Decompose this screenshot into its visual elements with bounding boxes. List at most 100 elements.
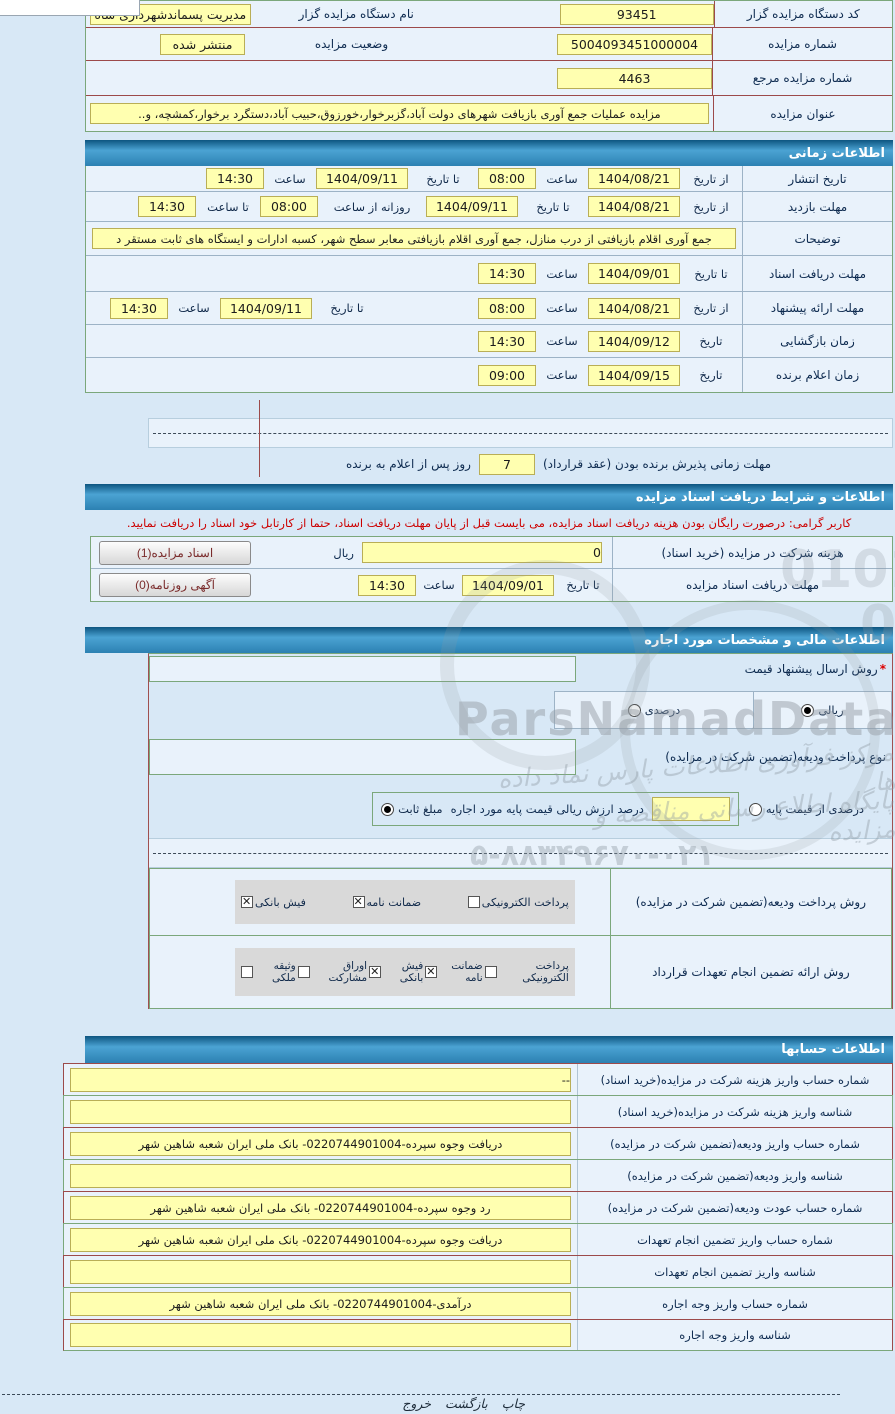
- guarantee-letter-option[interactable]: ضمانت نامه: [425, 960, 483, 984]
- participation-fee-field[interactable]: 0: [362, 542, 602, 563]
- auction-number-field[interactable]: 5004093451000004: [557, 33, 712, 55]
- doc-receive-date-field[interactable]: 1404/09/01: [588, 263, 680, 284]
- account-row-field[interactable]: [70, 1163, 571, 1188]
- publish-from-time-field[interactable]: 08:00: [478, 168, 536, 189]
- property-collateral-checkbox[interactable]: [241, 966, 253, 978]
- agency-code-field[interactable]: 93451: [559, 3, 714, 25]
- back-link[interactable]: بازگشت: [444, 1396, 488, 1411]
- doc-deadline-time-field[interactable]: 14:30: [358, 574, 416, 596]
- fixed-amount-box: درصد ارزش ریالی قیمت پایه مورد اجاره مبل…: [372, 792, 739, 826]
- electronic-payment-checkbox[interactable]: [467, 896, 480, 908]
- fixed-amount-option[interactable]: مبلغ ثابت: [381, 802, 443, 816]
- bank-receipt-option[interactable]: فیش بانکی: [241, 895, 306, 909]
- accounts-table: شماره حساب واریز هزینه شرکت در مزایده(خر…: [63, 1063, 893, 1351]
- proposal-to-date-field[interactable]: 1404/09/11: [220, 297, 312, 319]
- price-method-options-row: ریالی درصدی: [149, 684, 892, 734]
- reference-number-field[interactable]: 4463: [557, 67, 712, 89]
- proposal-from-date-field[interactable]: 1404/08/21: [588, 297, 680, 319]
- base-percent-input[interactable]: [651, 797, 730, 821]
- agency-name-label: نام دستگاه مزایده گزار: [298, 7, 414, 21]
- spacer: [0, 1009, 895, 1036]
- account-row-field[interactable]: دریافت وجوه سپرده-0220744901004- بانک مل…: [70, 1227, 571, 1252]
- to-date-label: تا تاریخ: [694, 266, 728, 281]
- electronic-payment-checkbox[interactable]: [484, 966, 497, 978]
- truncated-popup-fragment: [0, 0, 140, 16]
- account-row-field[interactable]: [70, 1323, 571, 1347]
- fixed-amount-radio[interactable]: [381, 802, 395, 816]
- account-row: شماره حساب واریز هزینه شرکت در مزایده(خر…: [63, 1063, 893, 1095]
- financial-table: *روش ارسال پیشنهاد قیمت ریالی درصدی: [148, 653, 893, 1009]
- bank-receipt-checkbox[interactable]: [369, 965, 382, 978]
- property-collateral-option[interactable]: وثیقه ملکی: [241, 960, 296, 984]
- participation-bonds-option[interactable]: اوراق مشارکت: [297, 960, 367, 984]
- publish-date-label: تاریخ انتشار: [742, 166, 892, 191]
- to-date-label: تا تاریخ: [536, 199, 570, 214]
- percent-radio[interactable]: [627, 703, 641, 717]
- exit-link[interactable]: خروج: [402, 1396, 431, 1411]
- docs-section-header: اطلاعات و شرایط دریافت اسناد مزایده: [85, 484, 893, 510]
- guarantee-method-label: روش ارائه تضمین انجام تعهدات قرارداد: [609, 936, 891, 1008]
- publish-from-date-field[interactable]: 1404/08/21: [588, 168, 680, 189]
- publish-to-date-field[interactable]: 1404/09/11: [316, 168, 408, 189]
- account-row-field[interactable]: درآمدی-0220744901004- بانک ملی ایران شعب…: [70, 1291, 571, 1316]
- docs-warning-text: کاربر گرامی: درصورت رایگان بودن هزینه در…: [126, 516, 852, 530]
- time-table: تاریخ انتشار از تاریخ 1404/08/21 ساعت 08…: [85, 166, 893, 393]
- rial-option[interactable]: ریالی: [801, 703, 844, 717]
- percent-of-base-radio[interactable]: [748, 802, 762, 816]
- description-field[interactable]: جمع آوری اقلام بازیافتی از درب منازل، جم…: [92, 228, 736, 249]
- account-row: شناسه واریز هزینه شرکت در مزایده(خرید اس…: [63, 1095, 893, 1127]
- guarantee-method-row: روش ارائه تضمین انجام تعهدات قرارداد پرد…: [149, 936, 892, 1009]
- electronic-payment-option[interactable]: پرداخت الکترونیکی: [484, 960, 569, 984]
- opening-date-field[interactable]: 1404/09/12: [588, 330, 680, 352]
- winner-date-field[interactable]: 1404/09/15: [588, 364, 680, 386]
- auction-identity-table: کد دستگاه مزایده گزار 93451 نام دستگاه م…: [85, 0, 893, 132]
- participation-bonds-checkbox[interactable]: [297, 966, 310, 978]
- visit-to-date-field[interactable]: 1404/09/11: [426, 196, 518, 217]
- winner-time-field[interactable]: 09:00: [478, 364, 536, 386]
- newspaper-ad-button[interactable]: آگهی روزنامه(0): [99, 573, 251, 597]
- print-link[interactable]: چاپ: [501, 1396, 525, 1411]
- auction-documents-button[interactable]: اسناد مزایده(1): [99, 540, 251, 565]
- doc-deadline-label: مهلت دریافت اسناد مزایده: [612, 569, 892, 601]
- doc-receive-deadline-row: مهلت دریافت اسناد تا تاریخ 1404/09/01 سا…: [86, 256, 892, 292]
- percent-suffix-label: درصد ارزش ریالی قیمت پایه مورد اجاره: [450, 802, 644, 816]
- proposal-deadline-label: مهلت ارائه پیشنهاد: [742, 292, 892, 324]
- publish-to-time-field[interactable]: 14:30: [206, 168, 264, 189]
- time-label: ساعت: [178, 301, 210, 315]
- doc-deadline-row: مهلت دریافت اسناد مزایده تا تاریخ 1404/0…: [91, 569, 892, 601]
- account-row-field[interactable]: رد وجوه سپرده-0220744901004- بانک ملی ای…: [70, 1195, 571, 1220]
- table-row: شماره مزایده 5004093451000004 وضعیت مزای…: [86, 28, 892, 61]
- percent-option[interactable]: درصدی: [627, 703, 680, 717]
- percent-of-base-label: درصدی از قیمت پایه: [765, 802, 864, 816]
- guarantee-letter-option[interactable]: ضمانت نامه: [352, 895, 421, 909]
- proposal-to-time-field[interactable]: 14:30: [110, 297, 168, 319]
- winner-acceptance-row: مهلت زمانی پذیرش برنده بودن (عقد قرارداد…: [258, 448, 893, 480]
- account-row-label: شناسه واریز وجه اجاره: [577, 1320, 892, 1350]
- auction-title-field[interactable]: مزایده عملیات جمع آوری بازیافت شهرهای دو…: [90, 103, 709, 124]
- electronic-payment-option[interactable]: پرداخت الکترونیکی: [467, 896, 569, 909]
- visit-from-date-field[interactable]: 1404/08/21: [588, 196, 680, 217]
- doc-deadline-date-field[interactable]: 1404/09/01: [462, 574, 554, 596]
- to-time-label: تا ساعت: [207, 199, 249, 214]
- account-row-field[interactable]: [70, 1259, 571, 1284]
- price-method-label: *روش ارسال پیشنهاد قیمت: [744, 662, 886, 676]
- opening-time-field[interactable]: 14:30: [478, 330, 536, 352]
- bank-receipt-option[interactable]: فیش بانکی: [369, 960, 423, 984]
- visit-to-time-field[interactable]: 14:30: [138, 196, 196, 217]
- visit-daily-time-field[interactable]: 08:00: [260, 196, 318, 217]
- percent-of-base-option[interactable]: درصدی از قیمت پایه: [748, 802, 864, 816]
- participation-fee-label: هزینه شرکت در مزایده (خرید اسناد): [612, 537, 892, 568]
- acceptance-days-field[interactable]: 7: [478, 453, 535, 475]
- account-row-field[interactable]: --: [70, 1067, 571, 1092]
- rial-radio[interactable]: [801, 703, 815, 717]
- account-row-field[interactable]: دریافت وجوه سپرده-0220744901004- بانک مل…: [70, 1131, 571, 1156]
- account-row-field[interactable]: [70, 1099, 571, 1124]
- table-row: عنوان مزایده مزایده عملیات جمع آوری بازی…: [86, 96, 892, 131]
- bank-receipt-checkbox[interactable]: [241, 895, 254, 908]
- empty-value-strip: [149, 739, 576, 775]
- status-field[interactable]: منتشر شده: [160, 33, 245, 55]
- proposal-from-time-field[interactable]: 08:00: [478, 297, 536, 319]
- guarantee-letter-checkbox[interactable]: [425, 965, 438, 978]
- doc-receive-time-field[interactable]: 14:30: [478, 263, 536, 284]
- guarantee-letter-checkbox[interactable]: [352, 895, 365, 908]
